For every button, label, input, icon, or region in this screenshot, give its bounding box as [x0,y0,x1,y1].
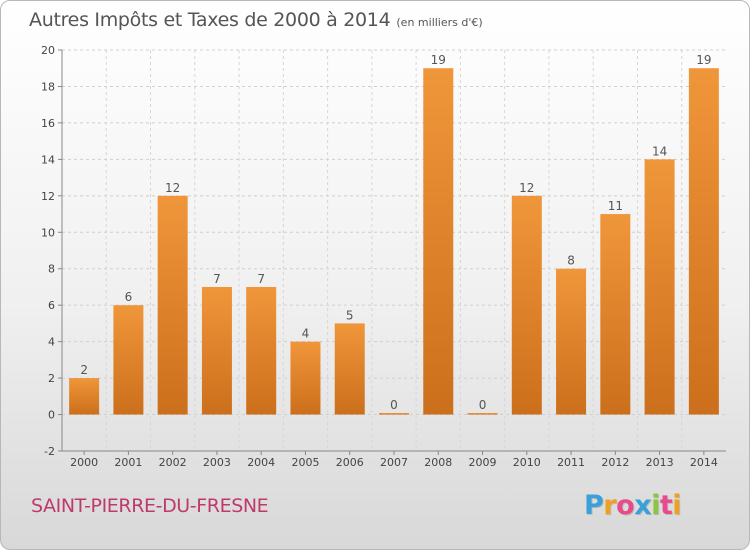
bar-2001 [113,305,144,415]
x-tick-label-2006: 2006 [336,456,364,469]
x-tick-label-2005: 2005 [291,456,319,469]
chart-title: Autres Impôts et Taxes de 2000 à 2014 (en… [29,9,483,31]
data-label-2000: 2 [80,363,88,377]
y-tick-label: 18 [41,80,55,93]
bar-2004 [246,286,277,415]
data-label-2006: 5 [346,308,354,322]
data-label-2004: 7 [257,272,265,286]
x-tick-label-2000: 2000 [70,456,98,469]
bar-2006 [334,323,365,415]
data-label-2010: 12 [519,181,534,195]
data-label-2002: 12 [165,181,180,195]
x-tick-label-2007: 2007 [380,456,408,469]
y-tick-label: 12 [41,190,55,203]
location-name: SAINT-PIERRE-DU-FRESNE [31,495,269,517]
data-labels: 2 6 12 7 7 4 5 0 19 0 12 8 11 14 19 [80,53,711,412]
data-label-2001: 6 [125,290,133,304]
x-tick-label-2002: 2002 [159,456,187,469]
x-tick-label-2014: 2014 [690,456,718,469]
bar-2009 [467,413,498,415]
y-tick-label: 14 [41,153,55,166]
data-label-2013: 14 [652,144,667,158]
logo-letter: t [659,490,673,521]
y-tick-label: 4 [48,336,55,349]
y-tick-label: 16 [41,117,55,130]
data-label-2011: 8 [567,254,575,268]
data-label-2003: 7 [213,272,221,286]
bar-2008 [423,68,454,415]
logo-letter: r [603,490,617,521]
x-tick-label-2013: 2013 [646,456,674,469]
data-label-2005: 4 [302,327,310,341]
data-label-2014: 19 [696,53,711,67]
data-label-2012: 11 [608,199,623,213]
y-tick-label: 20 [41,44,55,57]
proxiti-logo[interactable]: Proxiti [584,490,682,521]
x-tick-label-2001: 2001 [114,456,142,469]
x-tick-label-2004: 2004 [247,456,275,469]
x-tick-label-2008: 2008 [424,456,452,469]
x-tick-label-2011: 2011 [557,456,585,469]
y-tick-label: 10 [41,226,55,239]
y-tick-label: 8 [48,263,55,276]
bar-2012 [600,214,631,415]
chart-subtitle: (en milliers d'€) [396,16,483,29]
data-label-2008: 19 [431,53,446,67]
bar-2005 [290,341,321,415]
x-tick-label-2009: 2009 [469,456,497,469]
x-tick-label-2012: 2012 [601,456,629,469]
x-tick-label-2003: 2003 [203,456,231,469]
logo-letter: i [651,490,660,521]
bar-2003 [201,286,232,415]
bar-2007 [379,413,409,415]
bar-2014 [688,68,719,415]
y-tick-label: 6 [48,299,55,312]
y-tick-label: -2 [44,445,55,458]
axes [58,49,726,455]
y-tick-label: 0 [48,409,55,422]
logo-letter: x [634,490,652,521]
data-label-2007: 0 [390,398,398,412]
bar-2011 [556,268,587,415]
bars [69,68,719,415]
logo-letter: o [616,490,635,521]
chart-title-text: Autres Impôts et Taxes de 2000 à 2014 [29,9,391,31]
data-label-2009: 0 [479,398,487,412]
logo-letter: P [584,490,604,521]
y-tick-label: 2 [48,372,55,385]
logo-letter: i [672,490,682,521]
bar-2013 [644,159,675,415]
bar-2000 [69,378,100,415]
x-tick-label-2010: 2010 [513,456,541,469]
bar-2002 [157,195,188,415]
bar-2010 [511,195,542,415]
